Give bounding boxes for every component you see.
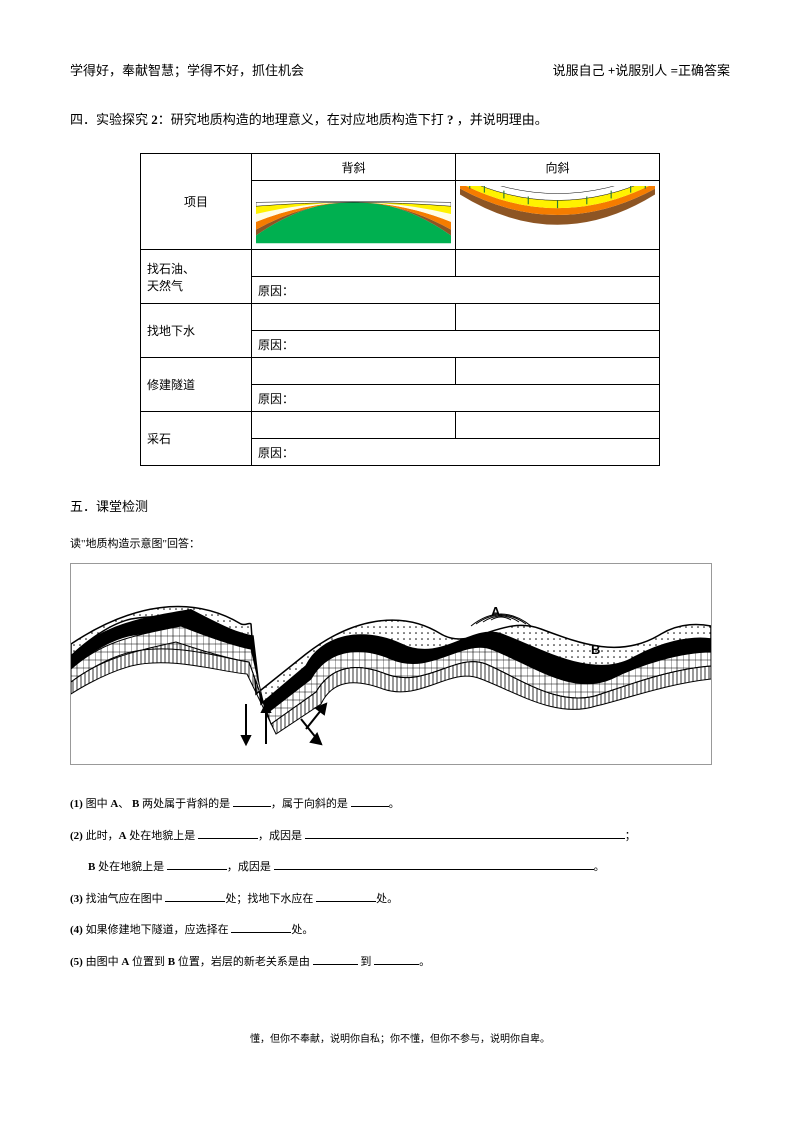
page-header: 学得好，奉献智慧；学得不好，抓住机会 说服自己 +说服别人 =正确答案 xyxy=(70,60,730,79)
row-oil: 找石油、 天然气 xyxy=(141,250,252,304)
header-right: 说服自己 +说服别人 =正确答案 xyxy=(553,60,730,79)
page-footer: 懂，但你不奉献，说明你自私；你不懂，但你不参与，说明你自卑。 xyxy=(70,1030,730,1045)
q2b: B 处在地貌上是 ，成因是 。 xyxy=(70,858,730,876)
th-project: 项目 xyxy=(141,154,252,250)
anticline-svg xyxy=(256,186,451,244)
th-syncline: 向斜 xyxy=(455,154,659,181)
q4: (4) 如果修建地下隧道，应选择在 处。 xyxy=(70,921,730,939)
row-quarry: 采石 xyxy=(141,412,252,466)
th-anticline: 背斜 xyxy=(251,154,455,181)
q1: (1) 图中 A、 B 两处属于背斜的是 ，属于向斜的是 。 xyxy=(70,795,730,813)
section4-title: 四．实验探究 2：研究地质构造的地理意义，在对应地质构造下打 ? ，并说明理由。 xyxy=(70,109,730,128)
reason-tunnel: 原因： xyxy=(251,385,659,412)
syncline-svg xyxy=(460,186,655,244)
label-A: A xyxy=(491,604,500,619)
row-water: 找地下水 xyxy=(141,304,252,358)
header-left: 学得好，奉献智慧；学得不好，抓住机会 xyxy=(70,60,304,79)
geology-diagram: A B xyxy=(70,563,712,765)
syncline-image xyxy=(455,181,659,250)
reason-quarry: 原因： xyxy=(251,439,659,466)
label-B: B xyxy=(591,642,600,657)
geology-table: 项目 背斜 向斜 xyxy=(140,153,660,466)
questions: (1) 图中 A、 B 两处属于背斜的是 ，属于向斜的是 。 (2) 此时，A … xyxy=(70,795,730,970)
read-prompt: 读"地质构造示意图"回答： xyxy=(70,535,730,551)
row-tunnel: 修建隧道 xyxy=(141,358,252,412)
strata-svg xyxy=(71,564,711,764)
q3: (3) 找油气应在图中 处；找地下水应在 处。 xyxy=(70,890,730,908)
anticline-image xyxy=(251,181,455,250)
reason-water: 原因： xyxy=(251,331,659,358)
section5-title: 五．课堂检测 xyxy=(70,496,730,515)
q5: (5) 由图中 A 位置到 B 位置，岩层的新老关系是由 到 。 xyxy=(70,953,730,971)
reason-oil: 原因： xyxy=(251,277,659,304)
q2: (2) 此时，A 处在地貌上是 ，成因是 ； xyxy=(70,827,730,845)
